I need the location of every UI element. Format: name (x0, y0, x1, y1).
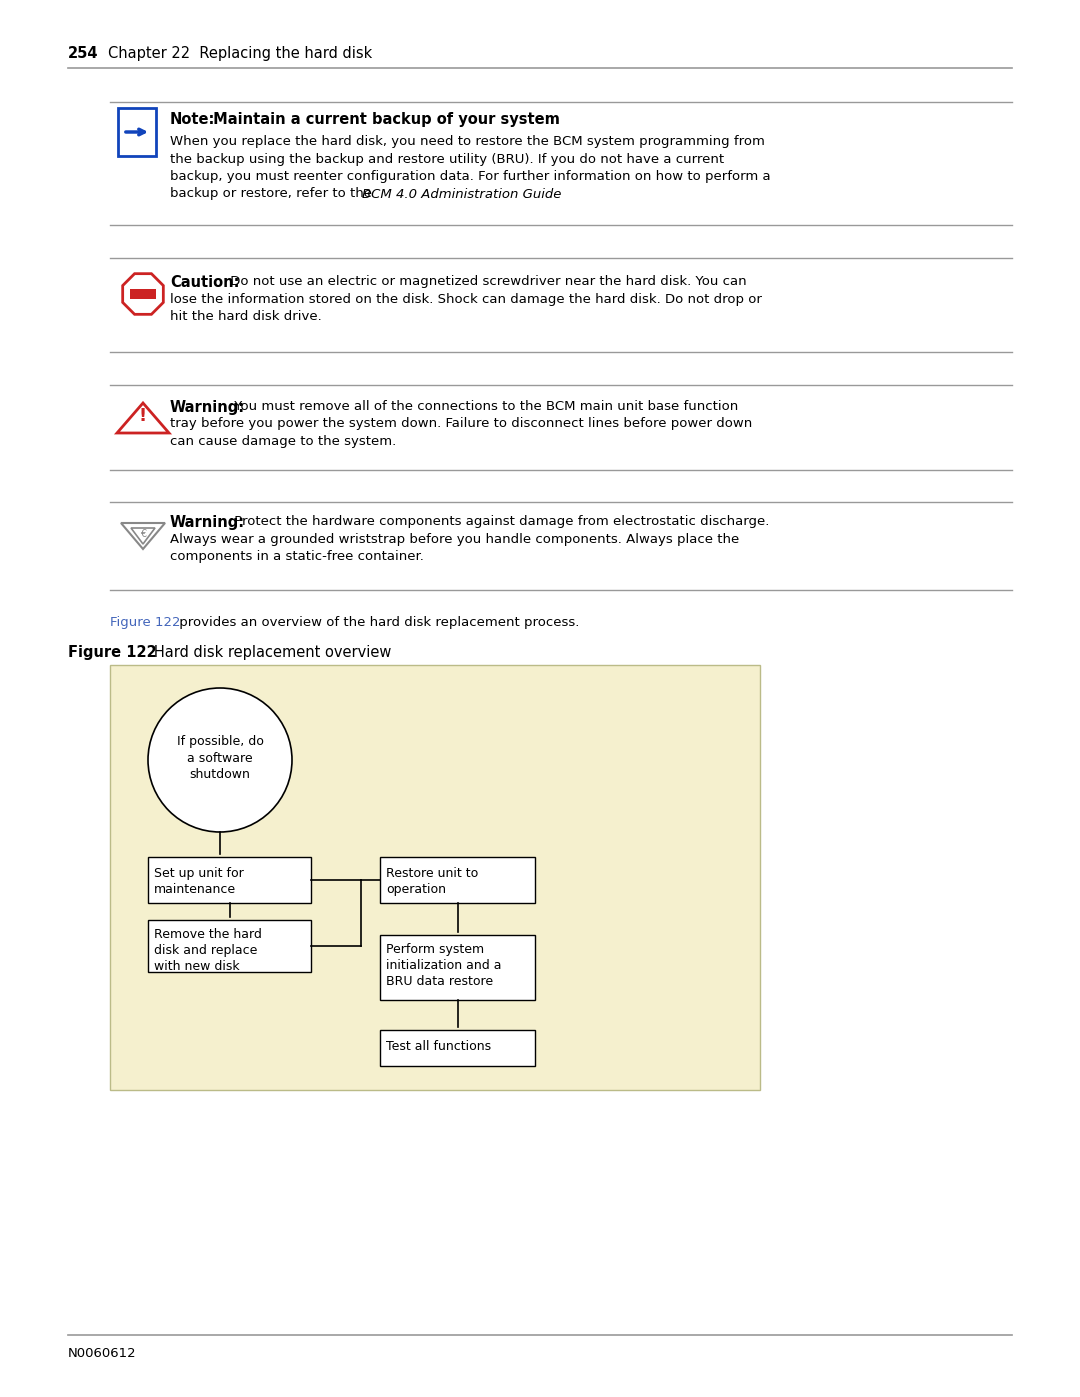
FancyBboxPatch shape (380, 856, 535, 902)
Text: Figure 122: Figure 122 (68, 645, 157, 659)
Text: Hard disk replacement overview: Hard disk replacement overview (140, 645, 391, 659)
FancyBboxPatch shape (148, 921, 311, 972)
FancyBboxPatch shape (118, 108, 156, 156)
FancyBboxPatch shape (130, 289, 156, 299)
Text: backup or restore, refer to the: backup or restore, refer to the (170, 187, 376, 201)
Text: .: . (524, 187, 528, 201)
FancyBboxPatch shape (110, 665, 760, 1090)
Text: maintenance: maintenance (154, 883, 237, 895)
Text: You must remove all of the connections to the BCM main unit base function: You must remove all of the connections t… (230, 400, 739, 414)
Text: Perform system: Perform system (386, 943, 484, 956)
Text: shutdown: shutdown (190, 767, 251, 781)
Text: Maintain a current backup of your system: Maintain a current backup of your system (208, 112, 559, 127)
Text: the backup using the backup and restore utility (BRU). If you do not have a curr: the backup using the backup and restore … (170, 152, 724, 165)
Polygon shape (131, 528, 156, 543)
Text: BCM 4.0 Administration Guide: BCM 4.0 Administration Guide (362, 187, 562, 201)
FancyBboxPatch shape (380, 1030, 535, 1066)
Text: Figure 122: Figure 122 (110, 616, 180, 629)
Ellipse shape (148, 687, 292, 833)
Text: lose the information stored on the disk. Shock can damage the hard disk. Do not : lose the information stored on the disk.… (170, 292, 761, 306)
Text: Warning:: Warning: (170, 400, 245, 415)
Text: Test all functions: Test all functions (386, 1039, 491, 1053)
Text: Warning:: Warning: (170, 515, 245, 529)
Text: 254: 254 (68, 46, 98, 61)
Text: initialization and a: initialization and a (386, 958, 501, 972)
Text: with new disk: with new disk (154, 960, 240, 972)
Text: provides an overview of the hard disk replacement process.: provides an overview of the hard disk re… (175, 616, 579, 629)
Text: disk and replace: disk and replace (154, 944, 257, 957)
FancyBboxPatch shape (148, 856, 311, 902)
Text: components in a static-free container.: components in a static-free container. (170, 550, 423, 563)
Text: operation: operation (386, 883, 446, 895)
Text: Note:: Note: (170, 112, 215, 127)
Text: Caution:: Caution: (170, 275, 240, 291)
Text: BRU data restore: BRU data restore (386, 975, 494, 988)
Text: !: ! (139, 407, 147, 425)
Text: Remove the hard: Remove the hard (154, 928, 261, 942)
Text: N0060612: N0060612 (68, 1347, 137, 1361)
Text: a software: a software (187, 752, 253, 764)
Text: Do not use an electric or magnetized screwdriver near the hard disk. You can: Do not use an electric or magnetized scr… (226, 275, 746, 288)
Text: can cause damage to the system.: can cause damage to the system. (170, 434, 396, 448)
Text: €: € (140, 529, 146, 539)
Text: Set up unit for: Set up unit for (154, 868, 244, 880)
FancyBboxPatch shape (380, 935, 535, 1000)
Text: tray before you power the system down. Failure to disconnect lines before power : tray before you power the system down. F… (170, 418, 753, 430)
Text: backup, you must reenter configuration data. For further information on how to p: backup, you must reenter configuration d… (170, 170, 771, 183)
Text: hit the hard disk drive.: hit the hard disk drive. (170, 310, 322, 323)
Text: Chapter 22  Replacing the hard disk: Chapter 22 Replacing the hard disk (108, 46, 373, 61)
Text: When you replace the hard disk, you need to restore the BCM system programming f: When you replace the hard disk, you need… (170, 136, 765, 148)
Text: Always wear a grounded wriststrap before you handle components. Always place the: Always wear a grounded wriststrap before… (170, 532, 739, 545)
Text: Restore unit to: Restore unit to (386, 868, 478, 880)
Text: Protect the hardware components against damage from electrostatic discharge.: Protect the hardware components against … (230, 515, 769, 528)
Text: If possible, do: If possible, do (176, 735, 264, 749)
